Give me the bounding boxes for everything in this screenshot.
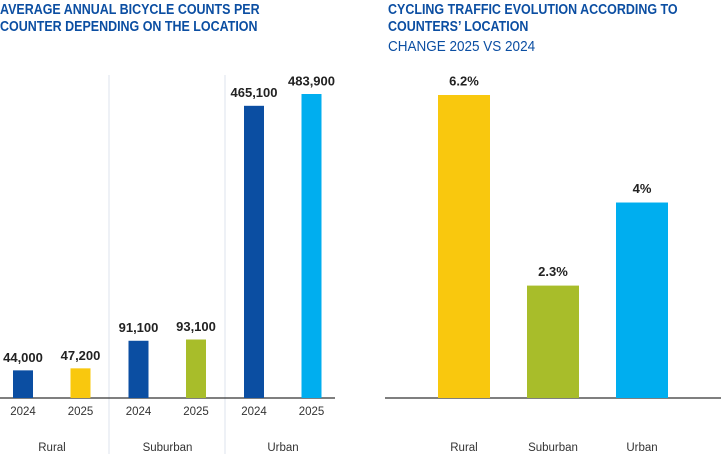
value-label: 91,100 [119,320,159,335]
group-label: Suburban [143,442,193,454]
chart-title: CYCLING TRAFFIC EVOLUTION ACCORDING TO C… [388,2,678,35]
value-label: 483,900 [288,73,335,88]
value-label: 2.3% [538,264,568,279]
chart-title: AVERAGE ANNUAL BICYCLE COUNTS PER COUNTE… [0,2,260,35]
bar [527,285,579,398]
bar [301,94,322,398]
bar [128,340,149,398]
x-tick-label: 2025 [68,406,94,418]
x-tick-label: 2024 [241,406,267,418]
chart-subtitle: CHANGE 2025 VS 2024 [388,38,536,55]
x-tick-label: Suburban [528,442,578,454]
x-tick-label: Urban [626,442,657,454]
group-label: Rural [38,442,65,454]
bar [70,368,91,398]
x-tick-label: Rural [450,442,477,454]
x-tick-label: 2024 [10,406,36,418]
value-label: 465,100 [231,85,278,100]
bar [244,105,264,399]
value-label: 47,200 [61,348,101,363]
value-label: 6.2% [449,73,479,88]
group-label: Urban [267,442,298,454]
x-tick-label: 2024 [126,406,152,418]
value-label: 4% [633,181,652,196]
bar [616,202,668,398]
bar [438,95,490,398]
bar [13,370,33,398]
x-tick-label: 2025 [299,406,325,418]
x-tick-label: 2025 [183,406,209,418]
value-label: 93,100 [176,319,216,334]
bar [186,339,206,398]
value-label: 44,000 [3,350,43,365]
